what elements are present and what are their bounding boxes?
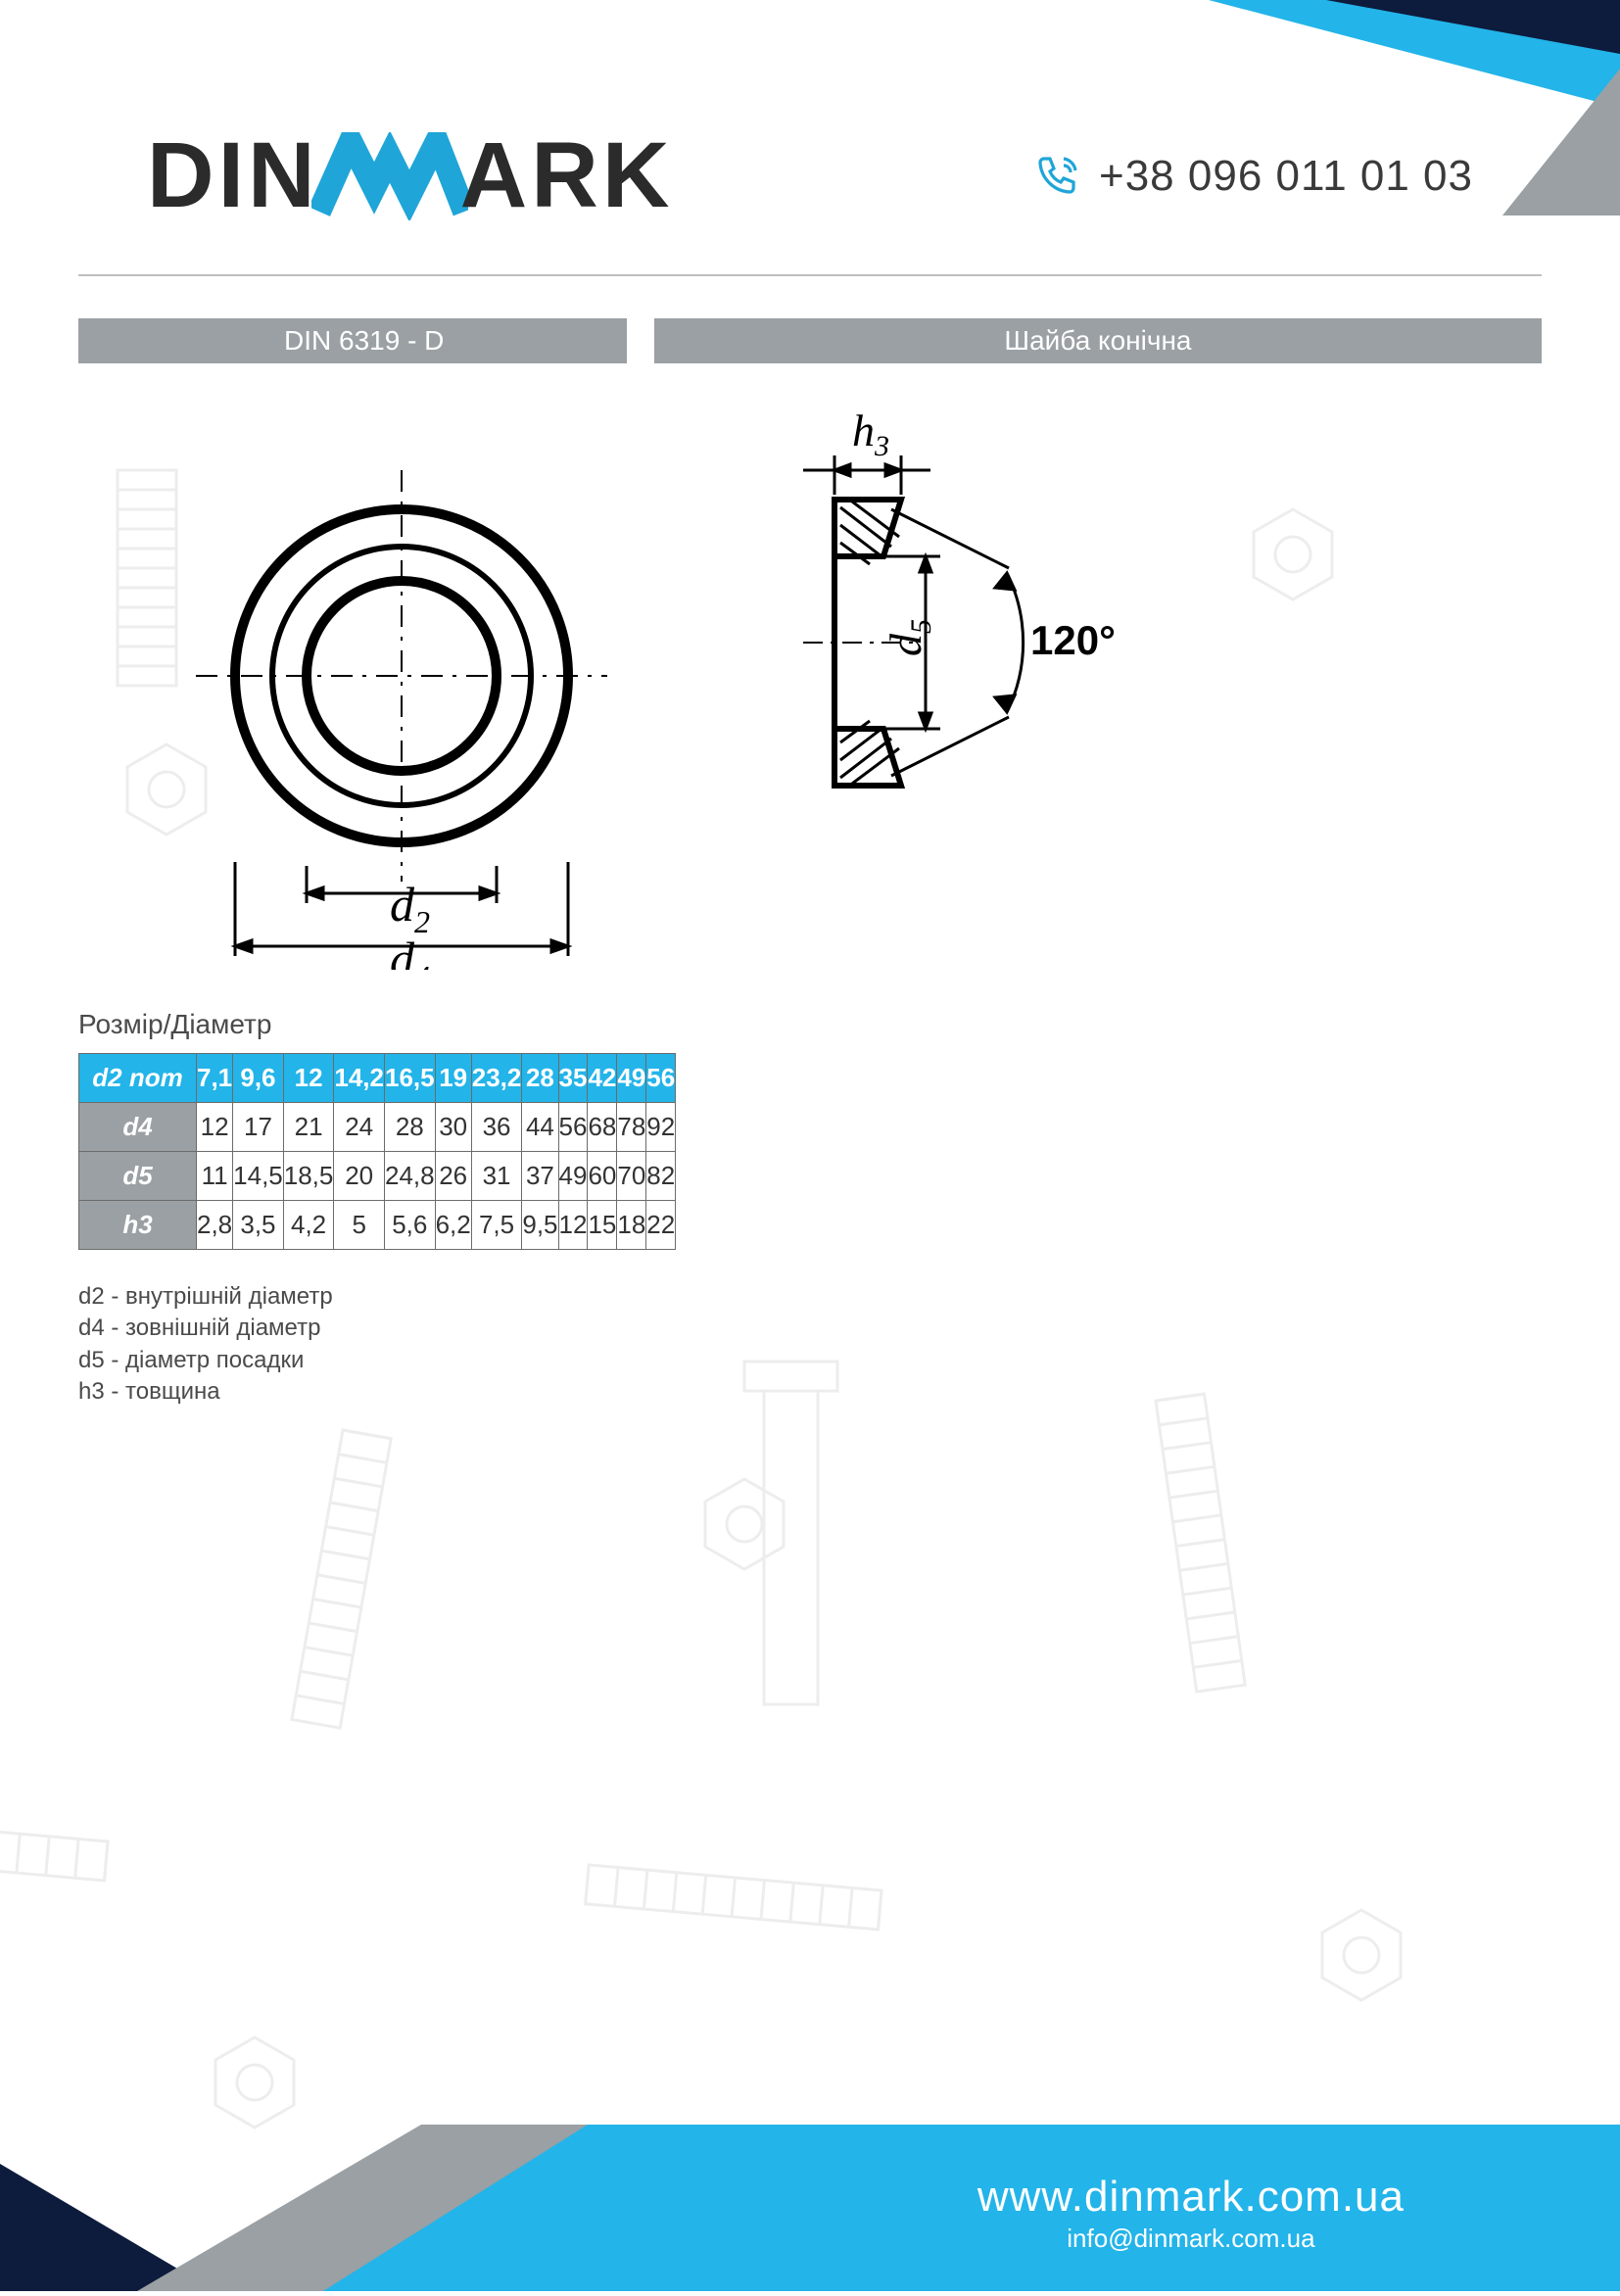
table-column-header: 14,2 — [334, 1054, 385, 1103]
legend-line: h3 - товщина — [78, 1376, 333, 1408]
logo-text-post: ARK — [460, 122, 674, 229]
table-section-label: Розмір/Діаметр — [78, 1009, 271, 1040]
table-cell: 70 — [617, 1152, 646, 1201]
table-cell: 49 — [558, 1152, 588, 1201]
table-cell: 92 — [646, 1103, 676, 1152]
table-header-row: d2 nom 7,19,61214,216,51923,22835424956 — [79, 1054, 676, 1103]
table-cell: 12 — [558, 1201, 588, 1250]
table-row: h32,83,54,255,66,27,59,512151822 — [79, 1201, 676, 1250]
footer-email: info@dinmark.com.ua — [977, 2224, 1405, 2254]
dim-h3-label: h3 — [852, 411, 889, 462]
table-row: d4121721242830364456687892 — [79, 1103, 676, 1152]
legend-block: d2 - внутрішній діаметрd4 - зовнішній ді… — [78, 1281, 333, 1409]
table-column-header: 7,1 — [197, 1054, 233, 1103]
legend-line: d5 - діаметр посадки — [78, 1345, 333, 1376]
table-row-header: h3 — [79, 1201, 197, 1250]
table-cell: 22 — [646, 1201, 676, 1250]
table-cell: 5,6 — [384, 1201, 435, 1250]
standard-code-bar: DIN 6319 - D — [78, 318, 627, 363]
table-cell: 56 — [558, 1103, 588, 1152]
table-cell: 30 — [435, 1103, 471, 1152]
table-column-header: 16,5 — [384, 1054, 435, 1103]
legend-line: d2 - внутрішній діаметр — [78, 1281, 333, 1313]
table-column-header: 9,6 — [233, 1054, 284, 1103]
table-column-header: 42 — [588, 1054, 617, 1103]
table-row-header: d4 — [79, 1103, 197, 1152]
table-cell: 37 — [522, 1152, 558, 1201]
phone-number: +38 096 011 01 03 — [1099, 152, 1473, 201]
page-footer: www.dinmark.com.ua info@dinmark.com.ua — [0, 2125, 1620, 2291]
table-column-header: 23,2 — [471, 1054, 522, 1103]
table-cell: 18,5 — [283, 1152, 334, 1201]
table-cell: 5 — [334, 1201, 385, 1250]
table-cell: 82 — [646, 1152, 676, 1201]
table-row: d51114,518,52024,826313749607082 — [79, 1152, 676, 1201]
legend-line: d4 - зовнішній діаметр — [78, 1313, 333, 1344]
table-cell: 26 — [435, 1152, 471, 1201]
technical-diagram: d2 d4 h3 — [78, 411, 1254, 970]
table-cell: 14,5 — [233, 1152, 284, 1201]
table-cell: 36 — [471, 1103, 522, 1152]
table-row-header: d5 — [79, 1152, 197, 1201]
table-cell: 15 — [588, 1201, 617, 1250]
table-cell: 9,5 — [522, 1201, 558, 1250]
table-cell: 21 — [283, 1103, 334, 1152]
table-cell: 20 — [334, 1152, 385, 1201]
table-cell: 18 — [617, 1201, 646, 1250]
table-corner-cell: d2 nom — [79, 1054, 197, 1103]
table-cell: 28 — [384, 1103, 435, 1152]
table-cell: 78 — [617, 1103, 646, 1152]
dim-d5-label: d5 — [881, 619, 937, 656]
product-name-bar: Шайба конічна — [654, 318, 1542, 363]
table-cell: 12 — [197, 1103, 233, 1152]
table-column-header: 12 — [283, 1054, 334, 1103]
brand-logo: DIN ARK — [147, 122, 673, 229]
table-column-header: 49 — [617, 1054, 646, 1103]
table-cell: 68 — [588, 1103, 617, 1152]
table-column-header: 28 — [522, 1054, 558, 1103]
table-cell: 11 — [197, 1152, 233, 1201]
table-column-header: 56 — [646, 1054, 676, 1103]
phone-icon — [1034, 153, 1081, 200]
dim-angle-label: 120° — [1030, 617, 1116, 663]
table-cell: 24,8 — [384, 1152, 435, 1201]
table-column-header: 35 — [558, 1054, 588, 1103]
footer-website: www.dinmark.com.ua — [977, 2173, 1405, 2222]
table-cell: 6,2 — [435, 1201, 471, 1250]
dimensions-table: d2 nom 7,19,61214,216,51923,22835424956 … — [78, 1053, 676, 1250]
table-cell: 44 — [522, 1103, 558, 1152]
table-cell: 4,2 — [283, 1201, 334, 1250]
phone-block: +38 096 011 01 03 — [1034, 152, 1473, 201]
dim-d2-label: d2 — [390, 877, 430, 939]
table-column-header: 19 — [435, 1054, 471, 1103]
table-cell: 24 — [334, 1103, 385, 1152]
table-cell: 2,8 — [197, 1201, 233, 1250]
header-divider — [78, 274, 1542, 276]
table-cell: 3,5 — [233, 1201, 284, 1250]
logo-text-pre: DIN — [147, 122, 319, 229]
table-cell: 7,5 — [471, 1201, 522, 1250]
table-cell: 60 — [588, 1152, 617, 1201]
table-cell: 17 — [233, 1103, 284, 1152]
logo-m-icon — [311, 132, 468, 220]
table-cell: 31 — [471, 1152, 522, 1201]
